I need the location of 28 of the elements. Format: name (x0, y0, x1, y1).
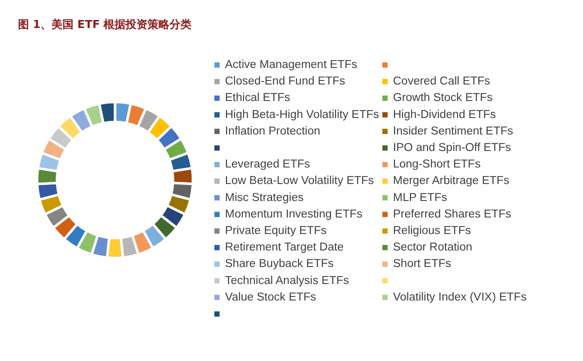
legend-label: IPO and Spin-Off ETFs (393, 142, 512, 154)
legend-label: Preferred Shares ETFs (393, 208, 512, 220)
legend-label: Private Equity ETFs (225, 225, 327, 237)
legend-label: MLP ETFs (393, 192, 448, 204)
legend-label: High Beta-High Volatility ETFs (225, 108, 380, 121)
legend-label: Growth Stock ETFs (393, 92, 493, 104)
legend-label: Religious ETFs (393, 225, 472, 237)
legend-label: Short ETFs (393, 258, 452, 270)
legend-label: Closed-End Fund ETFs (225, 76, 346, 88)
legend-label: Sector Rotation (393, 242, 472, 254)
legend-label: Low Beta-Low Volatility ETFs (225, 175, 374, 188)
legend-label: Value Stock ETFs (225, 291, 316, 304)
legend-label: Misc Strategies (225, 192, 304, 204)
legend-label: Share Buyback ETFs (225, 258, 334, 270)
legend-label: Insider Sentiment ETFs (393, 125, 514, 138)
legend-label: Retirement Target Date (225, 242, 344, 254)
legend-label: Active Management ETFs (225, 59, 358, 71)
legend-label: Technical Analysis ETFs (225, 274, 350, 287)
legend-label: Leveraged ETFs (225, 158, 310, 171)
legend-label: Covered Call ETFs (393, 76, 490, 88)
legend-label: Momentum Investing ETFs (225, 208, 363, 220)
legend-label: Volatility Index (VIX) ETFs (393, 291, 527, 304)
chart-title: 图 1、美国 ETF 根据投资策略分类 (18, 18, 192, 31)
legend-label: Ethical ETFs (225, 92, 290, 104)
legend-label: High-Dividend ETFs (393, 108, 496, 121)
legend-label: Merger Arbitrage ETFs (393, 175, 510, 188)
legend-label: Long-Short ETFs (393, 158, 481, 171)
legend-label: Inflation Protection (225, 125, 320, 138)
